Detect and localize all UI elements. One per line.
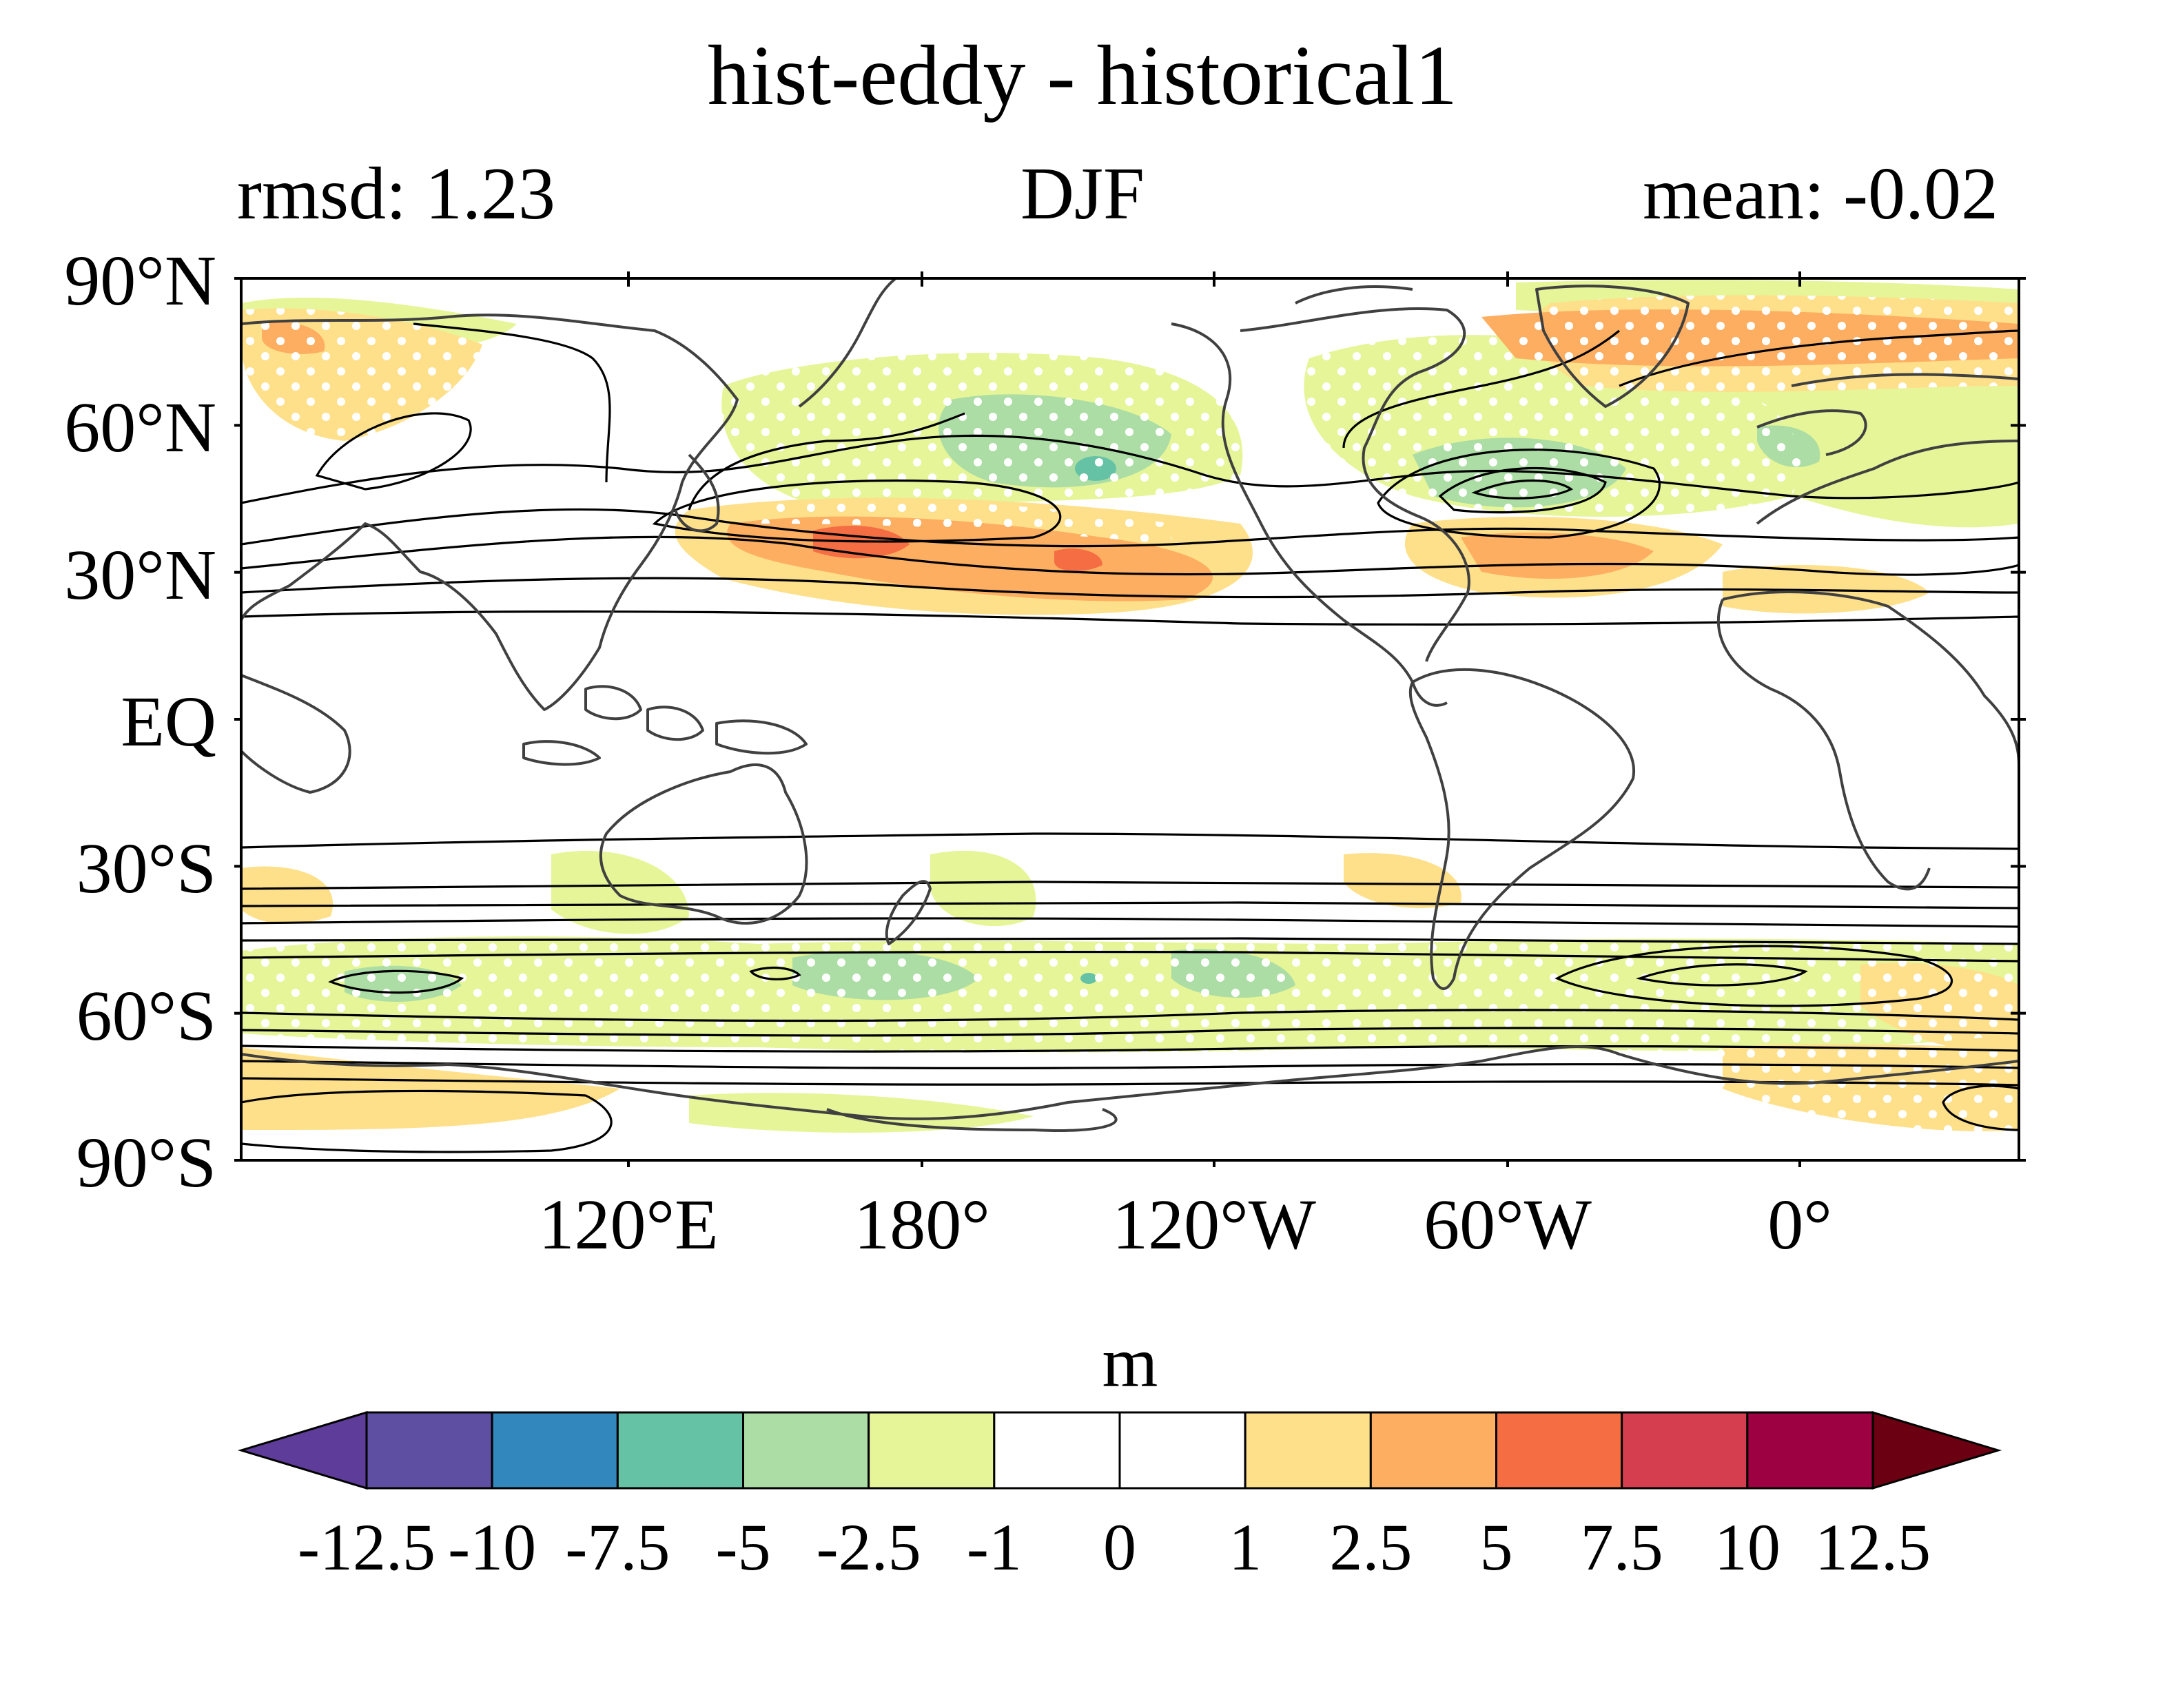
chart-title: hist-eddy - historical1: [707, 28, 1458, 123]
x-tick-label: 120°E: [538, 1185, 718, 1264]
colorbar-tick-label: 5: [1480, 1510, 1513, 1584]
colorbar-under-triangle: [237, 1410, 368, 1490]
colorbar-over-triangle: [1871, 1410, 2002, 1490]
x-tick-label: 120°W: [1112, 1185, 1316, 1264]
y-tick-label: 30°N: [64, 535, 216, 615]
colorbar-box: [868, 1411, 996, 1490]
y-tick-label: 60°S: [76, 976, 216, 1056]
colorbar-tick-label: -5: [716, 1510, 771, 1584]
x-tick-label: 180°: [854, 1185, 990, 1264]
colorbar-box: [365, 1411, 493, 1490]
colorbar-box: [742, 1411, 870, 1490]
colorbar-tick-label: 7.5: [1581, 1510, 1663, 1584]
colorbar-box: [1746, 1411, 1874, 1490]
colorbar-box: [491, 1411, 619, 1490]
colorbar-label: m: [1102, 1323, 1158, 1402]
colorbar-box: [1621, 1411, 1749, 1490]
colorbar-box: [1244, 1411, 1372, 1490]
colorbar-tick-label: -12.5: [298, 1510, 435, 1584]
x-tick-label: 0°: [1767, 1185, 1832, 1264]
colorbar-box: [993, 1411, 1121, 1490]
map-area: [241, 278, 2019, 1160]
colorbar-box: [1369, 1411, 1498, 1490]
x-tick-label: 60°W: [1424, 1185, 1592, 1264]
season-label: DJF: [1020, 153, 1145, 235]
colorbar-tick-label: 0: [1103, 1510, 1136, 1584]
colorbar-tick-label: 1: [1229, 1510, 1262, 1584]
colorbar-tick-label: 10: [1714, 1510, 1781, 1584]
y-tick-label: EQ: [121, 682, 216, 761]
y-tick-label: 30°S: [76, 829, 216, 908]
colorbar-tick-label: -10: [448, 1510, 536, 1584]
colorbar-tick-label: 2.5: [1329, 1510, 1412, 1584]
colorbar-box: [1495, 1411, 1623, 1490]
mean-label: mean: -0.02: [1643, 153, 1998, 235]
colorbar-tick-labels: -12.5 -10 -7.5 -5 -2.5 -1 0 1 2.5 5 7.5 10 12.5: [298, 1510, 1931, 1584]
y-tick-label: 90°S: [76, 1123, 216, 1202]
coastlines: [241, 278, 2019, 1132]
y-axis-ticks: [234, 277, 2026, 1162]
colorbar: [237, 1410, 2002, 1490]
colorbar-tick-label: -7.5: [565, 1510, 670, 1584]
x-axis-ticks: [627, 271, 1801, 1167]
colorbar-tick-label: -1: [967, 1510, 1022, 1584]
colorbar-tick-label: 12.5: [1815, 1510, 1931, 1584]
stippling: [241, 295, 2019, 1131]
y-tick-label: 90°N: [64, 241, 216, 320]
colorbar-box: [1118, 1411, 1246, 1490]
y-tick-label: 60°N: [64, 388, 216, 467]
rmsd-label: rmsd: 1.23: [237, 153, 556, 235]
colorbar-tick-label: -2.5: [817, 1510, 921, 1584]
colorbar-box: [616, 1411, 744, 1490]
